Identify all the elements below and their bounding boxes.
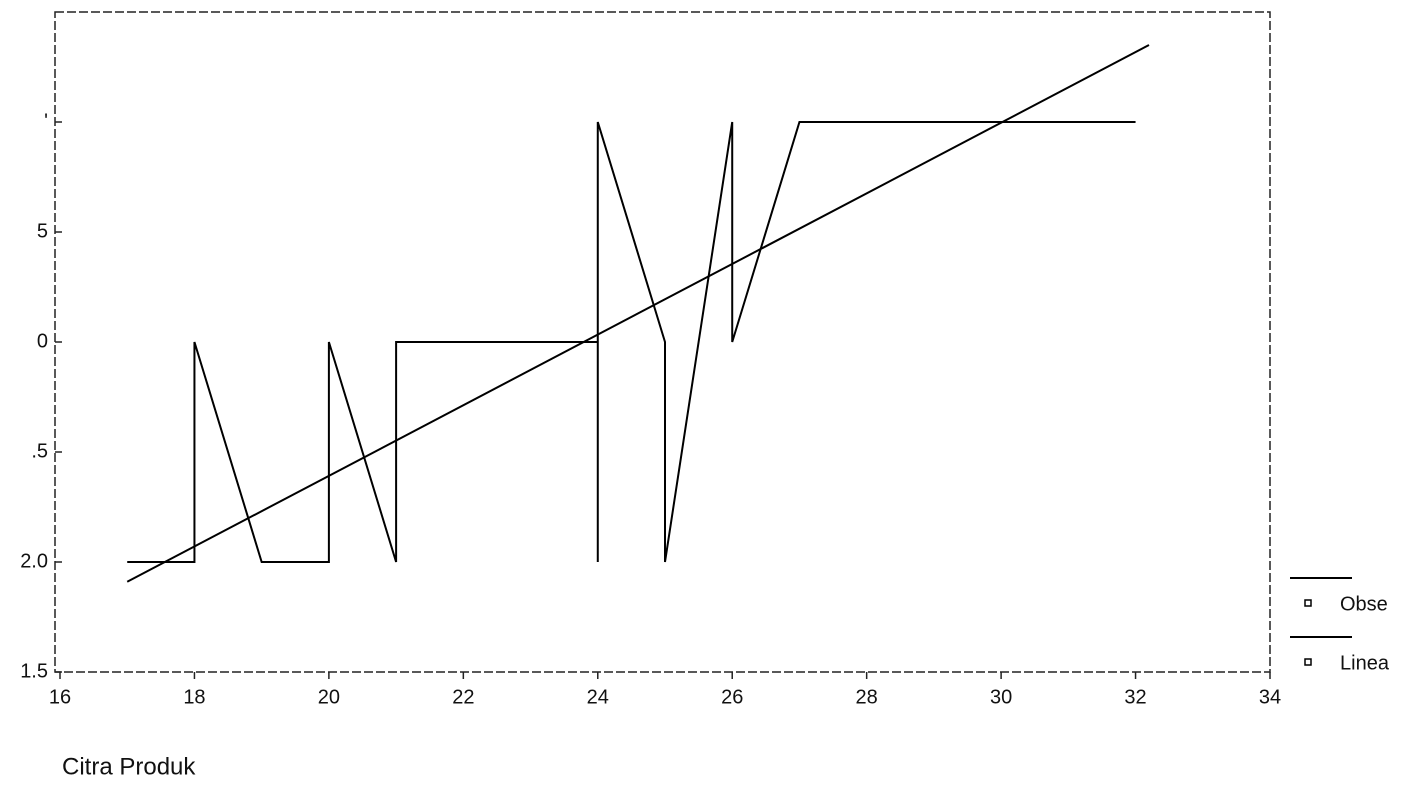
legend-marker [1304, 658, 1312, 666]
x-tick-label: 28 [856, 686, 878, 708]
x-tick-label: 18 [183, 686, 205, 708]
x-tick-label: 22 [452, 686, 474, 708]
x-tick-label: 24 [587, 686, 609, 708]
y-tick-label: 2.0 [20, 550, 48, 572]
y-tick-label: ' [44, 110, 48, 132]
x-tick-label: 20 [318, 686, 340, 708]
x-tick-label: 30 [990, 686, 1012, 708]
x-axis-title: Citra Produk [62, 753, 196, 780]
x-tick-label: 32 [1124, 686, 1146, 708]
legend-label: Linea [1340, 652, 1390, 674]
y-tick-label: 1.5 [20, 660, 48, 682]
y-tick-label: .5 [31, 440, 48, 462]
x-tick-label: 34 [1259, 686, 1281, 708]
y-tick-label: 5 [37, 220, 48, 242]
x-tick-label: 26 [721, 686, 743, 708]
series-line [127, 121, 1136, 563]
legend-marker [1304, 599, 1312, 607]
legend-label: Obse [1340, 593, 1388, 615]
plot-frame [54, 11, 1271, 673]
y-tick-label: 0 [37, 330, 48, 352]
series-line [126, 44, 1150, 583]
x-tick-label: 16 [49, 686, 71, 708]
